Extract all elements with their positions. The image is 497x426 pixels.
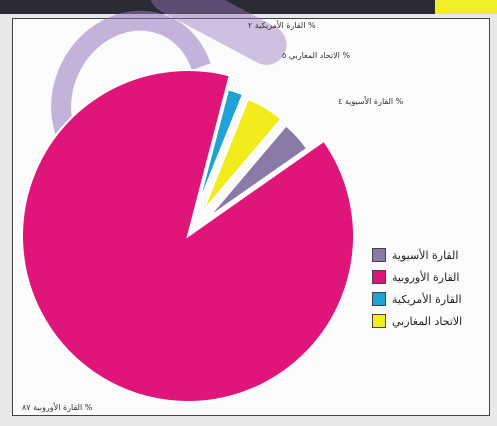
legend-label: القارة الأسيوية: [392, 248, 459, 262]
annotation-europe: القارة الأوروبية ٨٧ %: [22, 402, 93, 412]
annotation-maghreb: الاتحاد المغاربي ٥ %: [282, 51, 350, 60]
legend-swatch: [372, 248, 386, 262]
pie-slice: [206, 124, 309, 220]
legend-item: القارة الأوروبية: [372, 266, 484, 288]
legend: القارة الأسيوية القارة الأوروبية القارة …: [372, 244, 484, 332]
pie-slice: [201, 97, 283, 213]
legend-label: القارة الأمريكية: [392, 292, 462, 306]
legend-swatch: [372, 292, 386, 306]
pie-slice: [196, 88, 245, 208]
highlighted-heading: [435, 0, 497, 14]
legend-item: القارة الأسيوية: [372, 244, 484, 266]
top-strip: [0, 0, 497, 14]
legend-item: الاتحاد المغاربي: [372, 310, 484, 332]
annotation-asia: القارة الأسيوية ٤ %: [338, 96, 404, 106]
legend-label: الاتحاد المغاربي: [392, 314, 463, 328]
legend-label: القارة الأوروبية: [392, 270, 460, 284]
legend-swatch: [372, 270, 386, 284]
legend-item: القارة الأمريكية: [372, 288, 484, 310]
legend-swatch: [372, 314, 386, 328]
pie-slice: [21, 69, 355, 403]
annotation-america: القارة الأمريكية ٢ %: [248, 20, 316, 30]
